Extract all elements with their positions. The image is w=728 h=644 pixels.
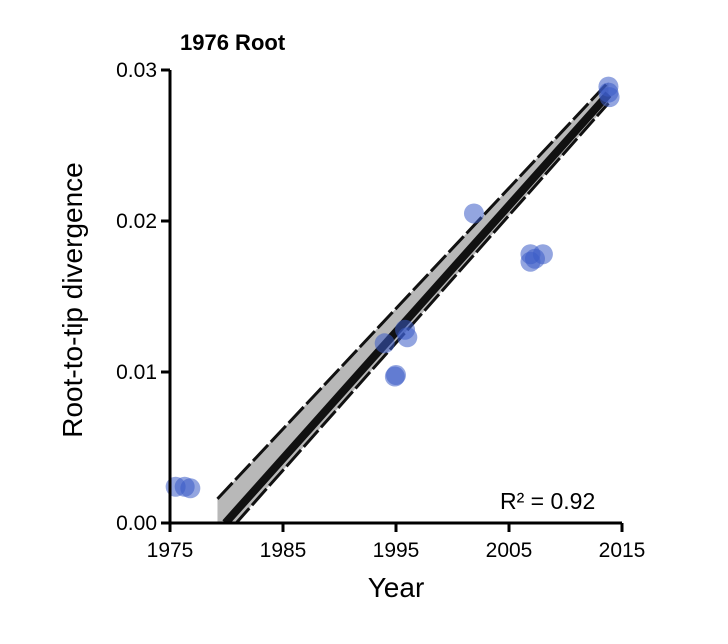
data-point [180, 478, 201, 499]
regression-line [222, 91, 612, 523]
y-tick-label: 0.03 [116, 59, 157, 82]
regression-line-layer [222, 91, 612, 523]
y-tick-label: 0.00 [116, 512, 157, 535]
data-point [532, 244, 553, 265]
confidence-upper-edge [216, 81, 610, 500]
x-tick-label: 2015 [599, 539, 646, 562]
y-axis-ticks: 0.00 0.01 0.02 0.03 [116, 59, 170, 535]
data-point [463, 203, 484, 224]
data-point [397, 327, 418, 348]
y-tick-label: 0.02 [116, 210, 157, 233]
chart-title: 1976 Root [180, 30, 286, 55]
y-tick-label: 0.01 [116, 361, 157, 384]
data-point [374, 333, 395, 354]
x-axis-title: Year [368, 572, 425, 603]
x-tick-label: 1975 [147, 539, 194, 562]
r-squared-annotation: R² = 0.92 [500, 488, 595, 514]
x-axis-ticks: 1975 1985 1995 2005 2015 [147, 523, 646, 562]
x-tick-label: 1985 [260, 539, 307, 562]
data-points [165, 76, 620, 499]
x-tick-label: 1995 [373, 539, 420, 562]
data-point [386, 365, 406, 386]
confidence-band [217, 82, 609, 523]
x-tick-label: 2005 [486, 539, 533, 562]
y-axis-title: Root-to-tip divergence [57, 162, 88, 437]
data-point [599, 87, 620, 108]
